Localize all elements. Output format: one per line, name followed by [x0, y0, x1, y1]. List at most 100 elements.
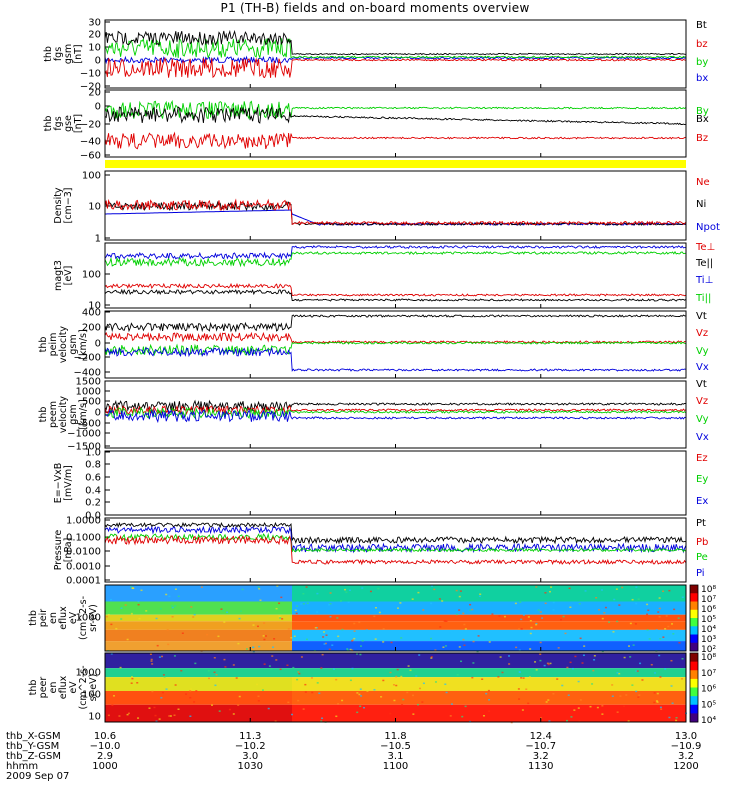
- y-tick-label-peer: 100: [82, 690, 101, 701]
- spectrogram-speckle: [481, 678, 484, 680]
- spectrogram-speckle: [444, 645, 447, 647]
- spectrogram-speckle: [522, 614, 525, 616]
- spectrogram-speckle: [420, 688, 423, 690]
- spectrogram-speckle: [346, 648, 349, 650]
- spectrogram-speckle: [407, 665, 410, 667]
- legend-fgs_gse: By: [696, 106, 709, 117]
- spectrogram-speckle: [217, 635, 220, 638]
- spectrogram-speckle: [616, 620, 619, 623]
- spectrogram-speckle: [137, 600, 140, 603]
- spectrogram-speckle: [189, 696, 192, 699]
- legend-peim_vel: Vz: [696, 328, 708, 339]
- spectrogram-speckle: [656, 701, 659, 703]
- y-tick-label-temp: 10: [88, 301, 101, 312]
- y-axis-label-temp: [eV]: [63, 266, 74, 286]
- y-tick-label-peer: 1000: [76, 668, 101, 679]
- spectrogram-speckle: [472, 662, 475, 664]
- spectrogram-speckle: [662, 590, 665, 592]
- spectrogram-speckle: [107, 714, 110, 717]
- spectrogram-speckle: [111, 704, 114, 707]
- spectrogram-speckle: [497, 676, 500, 678]
- legend-pressure: Pi: [696, 568, 705, 579]
- spectrogram-speckle: [578, 602, 581, 605]
- spectrogram-speckle: [257, 700, 260, 702]
- spectrogram-speckle: [127, 712, 130, 715]
- footer-value: −10.7: [525, 741, 556, 752]
- spectrogram-speckle: [389, 671, 392, 674]
- spectrogram-speckle: [672, 633, 675, 635]
- spectrogram-speckle: [173, 655, 176, 657]
- spectrogram-speckle: [107, 613, 110, 616]
- spectrogram-speckle: [485, 692, 488, 695]
- spectrogram-speckle: [252, 646, 255, 649]
- spectrogram-speckle: [550, 586, 553, 588]
- spectrogram-speckle: [433, 588, 436, 591]
- spectrogram-speckle: [305, 638, 308, 641]
- spectrogram-speckle: [522, 677, 525, 679]
- spectrogram-speckle: [463, 644, 466, 646]
- spectrogram-speckle: [390, 641, 393, 644]
- y-tick-label-density: 10: [88, 202, 101, 213]
- spectrogram-speckle: [510, 721, 513, 724]
- spectrogram-speckle: [374, 638, 377, 640]
- spectrogram-speckle: [578, 720, 581, 722]
- spectrogram-speckle: [557, 647, 560, 649]
- spectrogram-speckle: [228, 708, 231, 711]
- colorbar-frame: [689, 584, 699, 652]
- spectrogram-speckle: [450, 703, 453, 705]
- spectrogram-speckle: [358, 693, 361, 696]
- spectrogram-speckle: [325, 634, 328, 636]
- y-tick-label-efield: 0.6: [85, 473, 101, 484]
- series-bx: [104, 55, 686, 65]
- spectrogram-speckle: [458, 609, 461, 611]
- spectrogram-speckle: [458, 595, 461, 598]
- spectrogram-speckle: [601, 617, 604, 620]
- spectrogram-speckle: [487, 689, 490, 692]
- y-tick-label-fgs_gse: −40: [80, 137, 101, 148]
- spectrogram-speckle: [189, 688, 192, 690]
- spectrogram-speckle: [547, 699, 550, 701]
- colorbar-segment: [690, 653, 698, 663]
- spectrogram-speckle: [320, 667, 323, 669]
- y-axis-label-fgs_gsm: fgs: [53, 47, 64, 61]
- footer-value: 3.2: [678, 751, 694, 762]
- spectrogram-band: [105, 704, 292, 722]
- spectrogram-speckle: [539, 659, 542, 662]
- legend-efield: Ex: [696, 496, 708, 507]
- spectrogram-speckle: [677, 617, 680, 619]
- spectrogram-speckle: [120, 607, 123, 609]
- spectrogram-speckle: [126, 638, 129, 641]
- spectrogram-speckle: [131, 677, 134, 680]
- spectrogram-speckle: [471, 676, 474, 679]
- spectrogram-speckle: [382, 641, 385, 643]
- spectrogram-speckle: [418, 687, 421, 690]
- spectrogram-speckle: [514, 602, 517, 605]
- spectrogram-speckle: [272, 646, 275, 649]
- spectrogram-speckle: [359, 645, 362, 647]
- spectrogram-speckle: [161, 691, 164, 694]
- spectrogram-speckle: [359, 688, 362, 690]
- y-tick-label-peir: 1000: [76, 613, 101, 624]
- spectrogram-speckle: [291, 713, 294, 716]
- spectrogram-speckle: [321, 717, 324, 719]
- spectrogram-speckle: [399, 602, 402, 604]
- spectrogram-speckle: [347, 601, 350, 604]
- spectrogram-speckle: [638, 694, 641, 696]
- series-Pe: [104, 532, 687, 553]
- spectrogram-speckle: [658, 654, 661, 657]
- spectrogram-speckle: [245, 648, 248, 650]
- spectrogram-speckle: [380, 696, 383, 698]
- spectrogram-speckle: [167, 643, 170, 646]
- spectrogram-speckle: [520, 677, 523, 679]
- colorbar-label: 10⁵: [701, 615, 716, 625]
- spectrogram-speckle: [528, 676, 531, 678]
- y-tick-label-density: 1: [95, 234, 101, 245]
- spectrogram-speckle: [181, 632, 184, 634]
- spectrogram-speckle: [154, 714, 157, 717]
- spectrogram-speckle: [670, 685, 673, 687]
- spectrogram-speckle: [377, 587, 380, 590]
- spectrogram-speckle: [621, 586, 624, 589]
- legend-peem_vel: Vy: [696, 414, 709, 425]
- legend-temp: Ti⊥: [695, 275, 713, 286]
- spectrogram-speckle: [671, 702, 674, 705]
